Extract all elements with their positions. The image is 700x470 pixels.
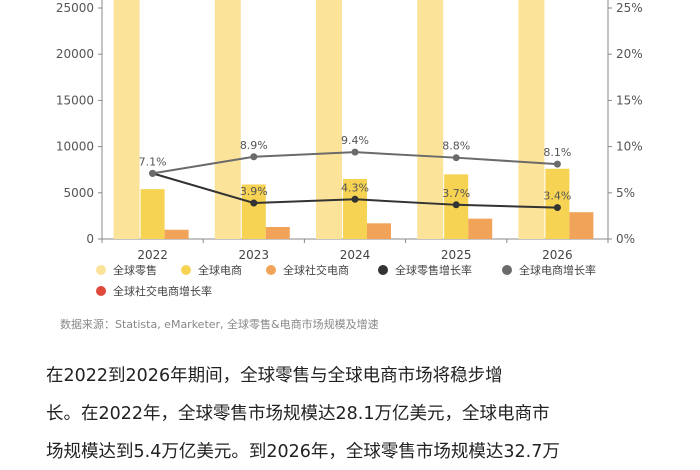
left-axis: 0 5000 10000 15000 20000 25000 (56, 0, 103, 246)
bar (545, 168, 570, 239)
legend-label: 全球电商 (198, 263, 242, 277)
right-tick-label: 25% (616, 1, 643, 15)
line-point (250, 153, 258, 161)
line-point (351, 195, 359, 203)
bar (343, 178, 367, 239)
data-label: 4.3% (341, 181, 369, 194)
legend-marker (502, 265, 512, 275)
legend-label: 全球零售 (113, 263, 157, 277)
right-tick-label: 0% (616, 232, 635, 246)
data-label: 3.9% (240, 185, 268, 198)
bar (468, 218, 493, 239)
bar (569, 212, 594, 239)
bar (417, 0, 444, 239)
line-point (351, 148, 359, 156)
data-label: 8.1% (543, 146, 571, 159)
data-label: 3.7% (442, 187, 470, 200)
x-tick-label: 2022 (137, 248, 168, 262)
x-axis: 2022 2023 2024 2025 2026 (101, 238, 609, 262)
legend-label: 全球电商增长率 (519, 263, 596, 277)
line-point (250, 199, 258, 207)
line-point (452, 154, 460, 162)
bar (164, 229, 189, 239)
bar (518, 0, 545, 239)
left-tick-label: 20000 (56, 47, 94, 61)
bar (367, 223, 391, 239)
legend-marker (266, 265, 276, 275)
line-point (553, 204, 561, 212)
paragraph-line-2: 长。在2022年，全球零售市场规模达28.1万亿美元，全球电商市 (46, 404, 550, 424)
right-tick-label: 5% (616, 186, 635, 200)
line-point (553, 160, 561, 168)
paragraph-line-3: 场规模达到5.4万亿美元。到2026年，全球零售市场规模达32.7万 (46, 442, 560, 462)
bar (265, 226, 290, 239)
x-tick-label: 2024 (340, 248, 371, 262)
data-label: 9.4% (341, 134, 369, 147)
paragraph-line-1: 在2022到2026年期间，全球零售与全球电商市场将稳步增 (46, 366, 503, 386)
data-label: 8.9% (240, 139, 268, 152)
legend-marker (96, 265, 106, 275)
data-labels: 7.1% 8.9% 9.4% 8.8% 8.1% 3.9% 4.3% 3.7% 3.4% (139, 134, 572, 202)
left-tick-label: 15000 (56, 93, 94, 107)
bar (214, 0, 241, 239)
bar (113, 0, 140, 239)
legend-marker (378, 265, 388, 275)
right-tick-label: 10% (616, 140, 643, 154)
bars (113, 0, 594, 239)
data-label: 7.1% (139, 155, 167, 168)
left-tick-label: 10000 (56, 140, 94, 154)
left-tick-label: 0 (86, 232, 94, 246)
line-point (452, 201, 460, 209)
data-label: 8.8% (442, 140, 470, 153)
x-tick-label: 2023 (239, 248, 270, 262)
bar (241, 184, 266, 239)
right-tick-label: 15% (616, 93, 643, 107)
chart: 0 5000 10000 15000 20000 25000 0% 5% 10% 15% 20% 2… (56, 0, 643, 298)
legend-label: 全球零售增长率 (395, 263, 472, 277)
data-label: 3.4% (543, 190, 571, 203)
right-tick-label: 20% (616, 47, 643, 61)
legend-marker (96, 286, 106, 296)
line-point (149, 169, 157, 177)
legend-label: 全球社交电商 (283, 263, 349, 277)
right-axis: 0% 5% 10% 15% 20% 25% (607, 0, 643, 246)
bar (316, 0, 342, 239)
legend-marker (181, 265, 191, 275)
left-tick-label: 25000 (56, 1, 94, 15)
source-note: 数据来源：Statista, eMarketer, 全球零售&电商市场规模及增速 (60, 318, 379, 331)
x-tick-label: 2025 (441, 248, 472, 262)
lines (149, 148, 561, 212)
left-tick-label: 5000 (63, 186, 94, 200)
legend-label: 全球社交电商增长率 (113, 284, 212, 298)
bar (140, 189, 165, 239)
x-tick-label: 2026 (542, 248, 573, 262)
